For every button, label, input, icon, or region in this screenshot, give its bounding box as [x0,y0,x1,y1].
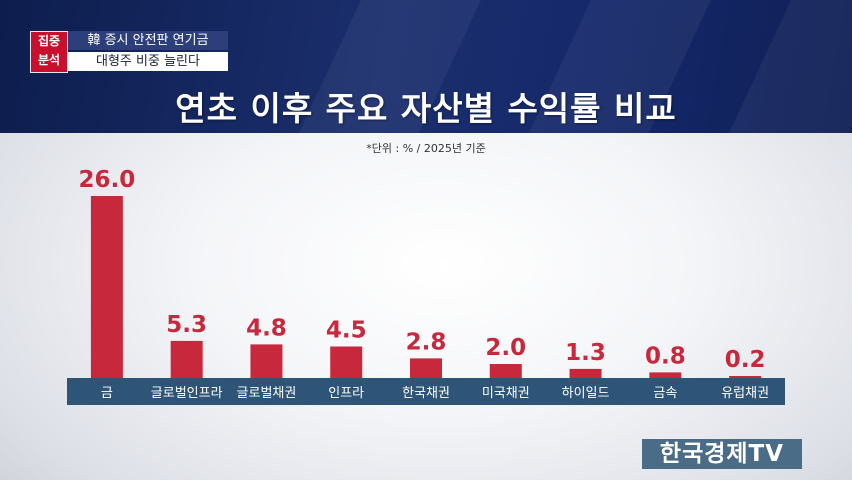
badge-line-2: 분석 [37,53,61,67]
value-label-8: 0.2 [725,347,766,373]
header-banner: 집중 분석 韓 증시 안전판 연기금 대형주 비중 늘린다 연초 이후 주요 자… [0,0,852,133]
channel-logo: 한국경제TV [642,439,802,469]
bar-4 [410,358,442,378]
bar-6 [569,368,602,378]
subtitle-1: 韓 증시 안전판 연기금 [68,31,228,50]
value-label-7: 0.8 [645,343,686,369]
bar-1 [170,340,203,378]
value-label-5: 2.0 [485,335,526,361]
category-label-6: 하이일드 [562,386,610,401]
bar-8 [729,376,762,378]
value-label-2: 4.8 [246,315,287,341]
page-title: 연초 이후 주요 자산별 수익률 비교 [175,89,677,128]
category-label-5: 미국채권 [482,386,530,401]
category-label-3: 인프라 [328,386,364,401]
category-label-1: 글로벌인프라 [151,386,223,401]
bar-5 [489,364,522,378]
category-label-2: 글로벌채권 [237,386,297,401]
category-label-8: 유럽채권 [721,386,769,401]
bar-3 [330,346,363,378]
category-label-7: 금속 [653,386,677,401]
section-badge: 집중 분석 [30,31,68,73]
unit-note: *단위 : % / 2025년 기준 [366,142,486,155]
value-label-6: 1.3 [565,340,606,366]
badge-line-1: 집중 [37,34,61,48]
bar-0 [90,196,123,378]
category-label-0: 금 [101,386,113,401]
bar-7 [649,372,682,378]
value-label-3: 4.5 [326,318,367,344]
value-label-4: 2.8 [406,329,447,355]
value-label-0: 26.0 [79,167,136,193]
subtitle-2: 대형주 비중 늘린다 [68,52,228,71]
bar-2 [250,344,283,378]
value-label-1: 5.3 [166,312,207,338]
x-axis-band [67,378,785,405]
category-label-4: 한국채권 [402,386,450,401]
